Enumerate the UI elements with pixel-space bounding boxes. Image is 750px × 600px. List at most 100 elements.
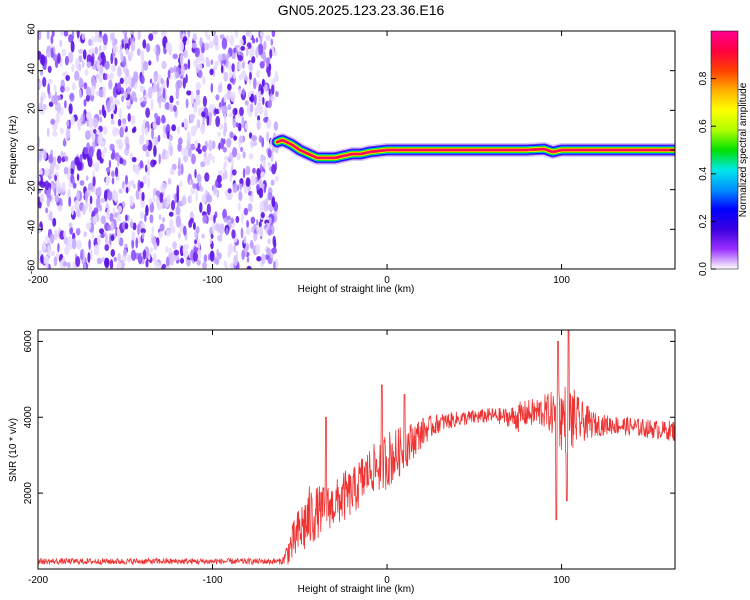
noise-blob bbox=[136, 48, 141, 56]
noise-blob bbox=[273, 121, 279, 131]
noise-blob bbox=[87, 182, 94, 191]
noise-blob bbox=[67, 261, 71, 269]
noise-blob bbox=[78, 63, 82, 72]
noise-blob bbox=[98, 204, 103, 212]
noise-blob bbox=[213, 34, 219, 46]
noise-blob bbox=[68, 103, 73, 115]
noise-blob bbox=[244, 76, 249, 82]
noise-blob bbox=[186, 243, 189, 250]
noise-blob bbox=[64, 55, 69, 66]
noise-blob bbox=[66, 120, 70, 127]
y-tick-label: -40 bbox=[27, 220, 38, 235]
noise-blob bbox=[245, 227, 251, 236]
noise-blob bbox=[158, 96, 162, 109]
noise-blob bbox=[221, 53, 227, 61]
noise-blob bbox=[79, 153, 83, 163]
noise-blob bbox=[107, 191, 113, 201]
noise-blob bbox=[212, 222, 215, 233]
noise-blob bbox=[145, 259, 149, 268]
noise-blob bbox=[180, 163, 184, 175]
noise-blob bbox=[261, 253, 266, 265]
noise-blob bbox=[213, 257, 220, 265]
noise-blob bbox=[113, 256, 117, 262]
noise-blob bbox=[78, 55, 83, 63]
noise-blob bbox=[255, 243, 261, 255]
noise-blob bbox=[246, 220, 250, 228]
noise-blob bbox=[203, 254, 208, 263]
noise-blob bbox=[88, 48, 94, 55]
noise-blob bbox=[169, 218, 174, 231]
noise-blob bbox=[84, 68, 89, 77]
noise-blob bbox=[45, 207, 49, 214]
noise-blob bbox=[194, 168, 197, 179]
noise-blob bbox=[237, 122, 242, 132]
noise-blob bbox=[263, 185, 267, 194]
noise-blob bbox=[62, 261, 68, 267]
noise-blob bbox=[85, 95, 91, 102]
noise-blob bbox=[126, 86, 131, 95]
noise-blob bbox=[117, 155, 120, 167]
noise-blob bbox=[227, 61, 231, 71]
noise-blob bbox=[266, 131, 270, 142]
noise-blob bbox=[206, 115, 210, 126]
noise-blob bbox=[222, 172, 226, 181]
noise-blob bbox=[196, 173, 202, 184]
noise-blob bbox=[140, 228, 146, 234]
noise-blob bbox=[101, 150, 105, 160]
noise-blob bbox=[249, 61, 253, 72]
noise-blob bbox=[226, 215, 231, 221]
noise-blob bbox=[164, 102, 170, 110]
noise-blob bbox=[260, 212, 265, 219]
noise-blob bbox=[274, 70, 279, 80]
noise-blob bbox=[50, 172, 56, 178]
noise-blob bbox=[249, 195, 253, 203]
noise-blob bbox=[56, 182, 62, 194]
noise-blob bbox=[215, 115, 221, 128]
noise-blob bbox=[217, 223, 220, 234]
noise-blob bbox=[167, 69, 171, 79]
noise-blob bbox=[197, 249, 202, 261]
noise-blob bbox=[138, 190, 142, 201]
noise-blob bbox=[266, 247, 271, 256]
noise-blob bbox=[115, 139, 120, 145]
noise-blob bbox=[265, 254, 270, 260]
noise-blob bbox=[81, 60, 85, 69]
noise-blob bbox=[141, 191, 145, 202]
noise-blob bbox=[173, 249, 180, 256]
noise-blob bbox=[96, 59, 100, 71]
noise-blob bbox=[98, 72, 103, 84]
noise-blob bbox=[147, 177, 150, 189]
noise-blob bbox=[220, 138, 225, 150]
noise-blob bbox=[95, 197, 100, 209]
noise-blob bbox=[83, 263, 87, 269]
noise-blob bbox=[96, 257, 103, 265]
noise-blob bbox=[106, 101, 112, 113]
noise-blob bbox=[249, 239, 254, 250]
noise-blob bbox=[209, 68, 214, 76]
noise-blob bbox=[195, 190, 198, 202]
noise-blob bbox=[256, 219, 259, 226]
ridge-band bbox=[276, 139, 675, 159]
noise-blob bbox=[177, 169, 182, 177]
noise-blob bbox=[83, 147, 89, 155]
noise-blob bbox=[81, 32, 86, 41]
noise-blob bbox=[106, 208, 110, 221]
noise-blob bbox=[194, 47, 200, 58]
noise-blob bbox=[54, 174, 57, 182]
noise-blob bbox=[99, 228, 104, 235]
noise-blob bbox=[142, 39, 147, 49]
noise-blob bbox=[138, 134, 144, 146]
noise-blob bbox=[149, 78, 153, 84]
noise-blob bbox=[241, 249, 245, 260]
noise-blob bbox=[97, 129, 100, 136]
noise-blob bbox=[63, 230, 67, 239]
noise-blob bbox=[119, 157, 124, 165]
noise-blob bbox=[148, 33, 154, 41]
noise-blob bbox=[210, 82, 214, 93]
noise-blob bbox=[263, 201, 269, 212]
noise-blob bbox=[197, 148, 202, 154]
noise-blob bbox=[61, 181, 66, 193]
noise-blob bbox=[174, 193, 177, 204]
noise-blob bbox=[130, 249, 137, 261]
